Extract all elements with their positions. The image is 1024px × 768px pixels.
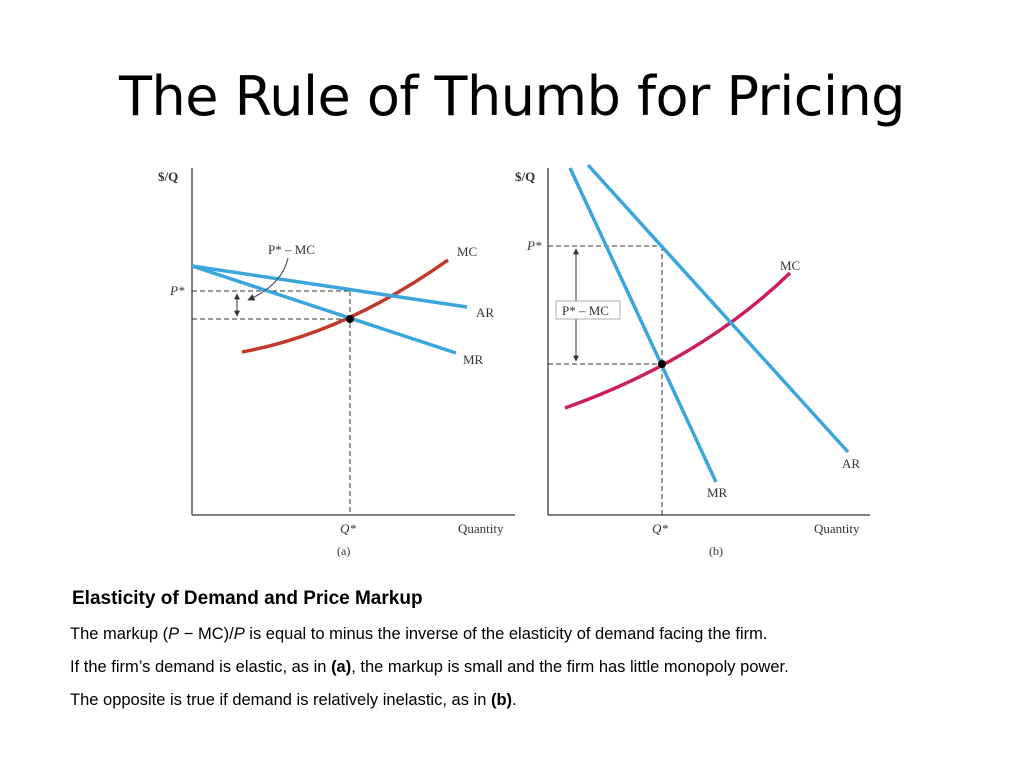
panel-a-markup-pointer [247, 257, 289, 301]
panel-b-quantity-label: Q* [652, 521, 668, 536]
panel-a-mc-label: MC [457, 244, 477, 259]
panel-a-y-axis-label: $/Q [158, 169, 178, 184]
panel-b-mr-curve [568, 167, 718, 483]
caption-line-1: The markup (P − MC)/P is equal to minus … [70, 625, 970, 644]
panel-a-quantity-label: Q* [340, 521, 356, 536]
panel-a-ar-curve [191, 264, 468, 309]
panel-a-markup-label: P* – MC [268, 242, 315, 257]
panel-b-price-label: P* [526, 238, 542, 253]
caption-line-3-bold: (b) [490, 691, 513, 709]
slide-title: The Rule of Thumb for Pricing [119, 65, 905, 128]
caption-line-1-pre: The markup ( [70, 625, 169, 643]
caption-line-2: If the firm’s demand is elastic, as in (… [70, 658, 970, 677]
caption-line-1-p2: P [233, 625, 245, 643]
caption-line-3-post: . [512, 691, 517, 709]
panel-a-price-label: P* [169, 283, 185, 298]
panel-b-ar-curve [586, 163, 850, 454]
panel-b-mc-curve [564, 271, 792, 410]
caption-heading: Elasticity of Demand and Price Markup [72, 588, 423, 609]
panel-a-equilibrium-point [346, 315, 354, 323]
panel-b-mc-label: MC [780, 258, 800, 273]
caption-line-2-post: , the markup is small and the firm has l… [351, 658, 789, 676]
panel-b: $/Q Quantity (b) P* – MC P* Q* MC AR MR [515, 163, 870, 558]
panel-b-equilibrium-point [658, 360, 666, 368]
panel-b-markup-box [555, 300, 621, 320]
panel-b-tag: (b) [709, 544, 723, 558]
panel-b-ar-label: AR [842, 456, 860, 471]
panel-a-x-axis-label: Quantity [458, 521, 504, 536]
caption-line-1-post: is equal to minus the inverse of the ela… [244, 625, 768, 643]
caption-line-3: The opposite is true if demand is relati… [70, 691, 970, 710]
panel-a: $/Q Quantity (a) P* Q* P* – MC MC AR MR [158, 168, 515, 558]
panel-b-x-axis-label: Quantity [814, 521, 860, 536]
panel-b-y-axis-label: $/Q [515, 169, 535, 184]
caption-line-3-pre: The opposite is true if demand is relati… [70, 691, 491, 709]
panel-a-mc-curve [241, 258, 450, 354]
panel-a-tag: (a) [337, 544, 350, 558]
caption-line-1-p1: P [168, 625, 180, 643]
caption-line-2-bold: (a) [331, 658, 352, 676]
caption-line-1-mid: − MC)/ [179, 625, 234, 643]
pricing-figure: $/Q Quantity (a) P* Q* P* – MC MC AR MR … [158, 163, 870, 558]
panel-a-mr-curve [191, 264, 457, 355]
panel-b-markup-label: P* – MC [562, 303, 609, 318]
panel-a-ar-label: AR [476, 305, 494, 320]
panel-a-mr-label: MR [463, 352, 484, 367]
panel-b-mr-label: MR [707, 485, 728, 500]
caption-line-2-pre: If the firm’s demand is elastic, as in [70, 658, 332, 676]
